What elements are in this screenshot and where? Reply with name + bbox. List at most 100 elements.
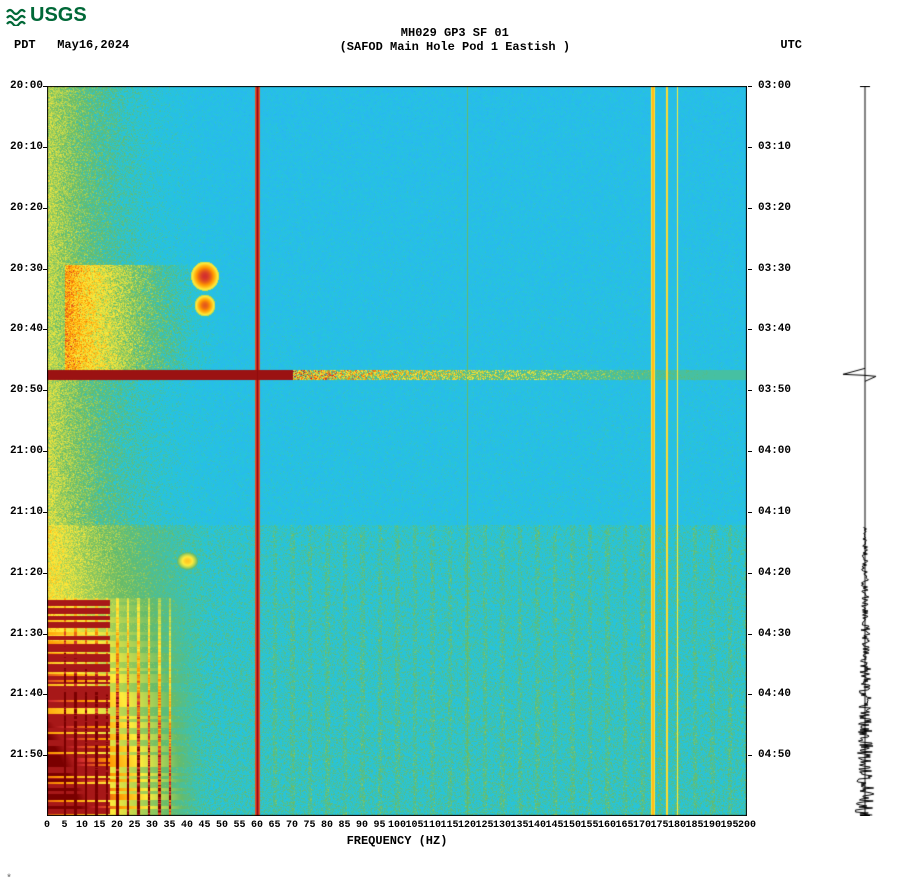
- x-tick: 140: [528, 820, 546, 831]
- usgs-wave-icon: [6, 6, 28, 26]
- y-right-tick: 04:20: [758, 567, 791, 579]
- y-right-tick: 03:30: [758, 263, 791, 275]
- x-tick: 180: [668, 820, 686, 831]
- x-tick: 60: [251, 820, 263, 831]
- x-tick: 25: [128, 820, 140, 831]
- tick-mark: [748, 147, 752, 148]
- spectrogram-plot: [47, 86, 747, 816]
- tick-mark: [43, 208, 47, 209]
- x-tick: 110: [423, 820, 441, 831]
- y-right-tick: 03:40: [758, 323, 791, 335]
- x-tick: 85: [338, 820, 350, 831]
- x-tick: 100: [388, 820, 406, 831]
- tick-mark: [748, 573, 752, 574]
- x-tick: 175: [650, 820, 668, 831]
- x-tick: 200: [738, 820, 756, 831]
- x-tick: 160: [598, 820, 616, 831]
- y-right-tick: 03:20: [758, 202, 791, 214]
- tick-mark: [748, 694, 752, 695]
- title-line2: (SAFOD Main Hole Pod 1 Eastish ): [129, 40, 780, 54]
- spectrogram-canvas: [47, 86, 747, 816]
- tick-mark: [43, 634, 47, 635]
- header: PDT May16,2024 MH029 GP3 SF 01 (SAFOD Ma…: [0, 38, 902, 54]
- x-tick: 195: [720, 820, 738, 831]
- y-right-tick: 04:50: [758, 749, 791, 761]
- y-left-tick: 20:00: [10, 80, 43, 92]
- y-left-tick: 21:00: [10, 445, 43, 457]
- x-tick: 65: [268, 820, 280, 831]
- y-left-tick: 20:20: [10, 202, 43, 214]
- y-right-tick: 04:40: [758, 688, 791, 700]
- tick-mark: [748, 390, 752, 391]
- x-tick: 0: [44, 820, 50, 831]
- date: May16,2024: [57, 38, 129, 52]
- y-left-tick: 20:40: [10, 323, 43, 335]
- y-left-tick: 20:10: [10, 141, 43, 153]
- x-tick: 70: [286, 820, 298, 831]
- y-left-tick: 21:40: [10, 688, 43, 700]
- y-axis-right: 03:0003:1003:2003:3003:4003:5004:0004:10…: [752, 86, 797, 816]
- x-tick: 75: [303, 820, 315, 831]
- tick-mark: [748, 755, 752, 756]
- tick-mark: [43, 755, 47, 756]
- x-tick: 115: [440, 820, 458, 831]
- x-tick: 155: [580, 820, 598, 831]
- tick-mark: [748, 634, 752, 635]
- x-tick: 190: [703, 820, 721, 831]
- x-tick: 80: [321, 820, 333, 831]
- x-tick: 145: [545, 820, 563, 831]
- x-tick: 55: [233, 820, 245, 831]
- tick-mark: [43, 86, 47, 87]
- tick-mark: [748, 86, 752, 87]
- x-axis-label: FREQUENCY (HZ): [47, 834, 747, 848]
- x-tick: 15: [93, 820, 105, 831]
- x-tick: 185: [685, 820, 703, 831]
- y-right-tick: 04:10: [758, 506, 791, 518]
- y-right-tick: 03:50: [758, 384, 791, 396]
- tick-mark: [43, 269, 47, 270]
- tick-mark: [43, 147, 47, 148]
- tick-mark: [748, 329, 752, 330]
- x-tick: 20: [111, 820, 123, 831]
- y-right-tick: 04:30: [758, 628, 791, 640]
- tick-mark: [748, 512, 752, 513]
- tick-mark: [43, 512, 47, 513]
- y-left-tick: 21:20: [10, 567, 43, 579]
- header-center: MH029 GP3 SF 01 (SAFOD Main Hole Pod 1 E…: [129, 38, 780, 54]
- tick-mark: [43, 451, 47, 452]
- y-left-tick: 21:10: [10, 506, 43, 518]
- tick-mark: [43, 573, 47, 574]
- x-tick: 30: [146, 820, 158, 831]
- tick-mark: [43, 694, 47, 695]
- x-tick: 40: [181, 820, 193, 831]
- tick-mark: [748, 208, 752, 209]
- x-tick: 90: [356, 820, 368, 831]
- x-tick: 45: [198, 820, 210, 831]
- tz-left: PDT: [14, 38, 36, 52]
- tz-right: UTC: [780, 38, 902, 54]
- tick-mark: [43, 329, 47, 330]
- x-tick: 50: [216, 820, 228, 831]
- x-tick: 120: [458, 820, 476, 831]
- y-left-tick: 21:50: [10, 749, 43, 761]
- footer-mark: *: [6, 874, 12, 885]
- x-axis-ticks: 0510152025303540455055606570758085909510…: [47, 820, 747, 834]
- tick-mark: [43, 390, 47, 391]
- usgs-logo: USGS: [6, 4, 87, 27]
- y-left-tick: 20:50: [10, 384, 43, 396]
- title-line1: MH029 GP3 SF 01: [129, 26, 780, 40]
- x-tick: 125: [475, 820, 493, 831]
- x-tick: 105: [405, 820, 423, 831]
- x-tick: 35: [163, 820, 175, 831]
- logo-text: USGS: [30, 4, 87, 27]
- x-tick: 130: [493, 820, 511, 831]
- y-axis-left: 20:0020:1020:2020:3020:4020:5021:0021:10…: [0, 86, 45, 816]
- y-right-tick: 04:00: [758, 445, 791, 457]
- amplitude-trace: [840, 86, 890, 816]
- y-right-tick: 03:00: [758, 80, 791, 92]
- y-right-tick: 03:10: [758, 141, 791, 153]
- x-tick: 170: [633, 820, 651, 831]
- amplitude-canvas: [840, 86, 890, 816]
- x-tick: 135: [510, 820, 528, 831]
- tick-mark: [748, 269, 752, 270]
